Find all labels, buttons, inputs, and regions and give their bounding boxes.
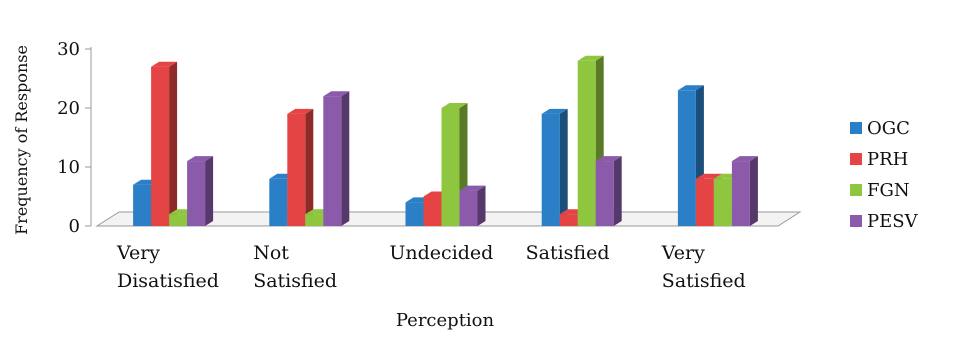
category-label-line: Very	[661, 242, 705, 264]
bar	[287, 108, 314, 226]
bar-front	[441, 108, 460, 226]
bar-side	[477, 185, 486, 226]
legend-label: OGC	[867, 118, 910, 139]
legend-item: PRH	[850, 149, 908, 170]
bar-top	[677, 85, 704, 91]
bar-front	[713, 178, 732, 226]
bar-side	[341, 91, 350, 226]
bar-side	[749, 156, 758, 226]
y-tick-label: 20	[57, 98, 80, 119]
bar-front	[169, 214, 188, 226]
bar	[151, 61, 178, 227]
bar-top	[695, 173, 722, 179]
category-label-line: Not	[253, 242, 289, 264]
bar-front	[541, 113, 560, 226]
bar-side	[205, 156, 214, 226]
category-label-line: Undecided	[389, 242, 493, 264]
bar	[595, 156, 622, 226]
bar	[541, 108, 568, 226]
legend-item: FGN	[850, 180, 910, 201]
bar-top	[731, 156, 758, 162]
bar	[731, 156, 758, 226]
bar	[459, 185, 486, 226]
bar-side	[559, 108, 568, 226]
legend-swatch	[850, 153, 862, 165]
bar-side	[169, 61, 178, 227]
bar-top	[151, 61, 178, 67]
category-label-line: Satisfied	[253, 270, 337, 292]
legend-swatch	[850, 122, 862, 134]
y-axis-title: Frequency of Response	[12, 45, 31, 235]
x-axis-title: Perception	[396, 310, 495, 331]
category-label: Satisfied	[526, 242, 610, 264]
bar-top	[577, 55, 604, 61]
legend-label: PRH	[867, 149, 908, 170]
category-label: Very Satisfied	[661, 242, 746, 292]
legend-label: FGN	[867, 180, 910, 201]
bar	[323, 91, 350, 226]
bar-front	[323, 96, 342, 226]
bar-front	[423, 196, 442, 226]
labels-layer: Very Disatisfied Not Satisfied Undecided Sati…	[116, 242, 746, 292]
bar-top	[441, 103, 468, 108]
bar-front	[187, 161, 206, 226]
bar-front	[595, 161, 614, 226]
bar-front	[577, 60, 596, 226]
category-label: Undecided	[389, 242, 493, 264]
bar-front	[695, 178, 714, 226]
bar-front	[287, 113, 306, 226]
bar-front	[405, 202, 424, 226]
y-tick-label: 10	[57, 157, 80, 178]
legend-label: PESV	[867, 211, 919, 232]
bar-top	[595, 156, 622, 162]
bar-front	[459, 190, 478, 226]
bar-side	[613, 156, 622, 226]
bar-top	[323, 91, 350, 97]
category-label-line: Disatisfied	[117, 270, 219, 292]
bar-front	[133, 184, 152, 226]
bar-top	[541, 108, 568, 114]
legend: OGC PRH FGN PESV	[850, 118, 919, 232]
legend-item: OGC	[850, 118, 910, 139]
legend-item: PESV	[850, 211, 919, 232]
bar-front	[151, 66, 170, 226]
bar-top	[287, 108, 314, 114]
bar-side	[305, 108, 314, 226]
bar-top	[459, 185, 486, 191]
bars-layer	[133, 55, 758, 227]
bar-front	[305, 214, 324, 226]
category-label-line: Satisfied	[526, 242, 610, 264]
y-tick-label: 0	[69, 216, 80, 237]
legend-swatch	[850, 184, 862, 196]
category-label-line: Very	[116, 242, 160, 264]
category-label-line: Satisfied	[662, 270, 746, 292]
category-label: Very Disatisfied	[116, 242, 219, 292]
bar-front	[559, 214, 578, 226]
bar-front	[677, 90, 696, 226]
category-label: Not Satisfied	[253, 242, 337, 292]
bar-front	[731, 161, 750, 226]
bar-front	[269, 178, 288, 226]
bar	[187, 156, 214, 226]
legend-swatch	[850, 215, 862, 227]
y-tick-label: 30	[57, 39, 80, 60]
bar-top	[187, 156, 214, 162]
